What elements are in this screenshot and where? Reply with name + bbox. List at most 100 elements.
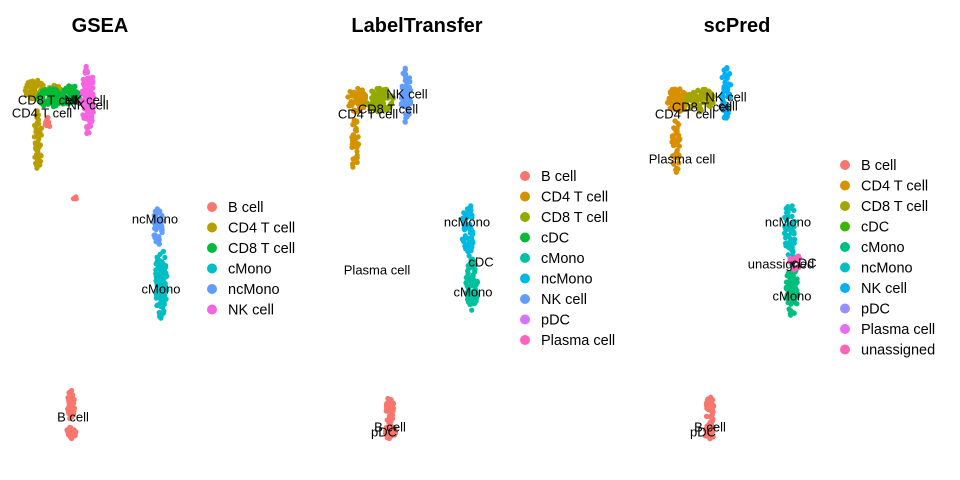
legend-item: ncMono	[840, 261, 913, 277]
scatter-point	[722, 104, 728, 111]
scatter-point	[70, 411, 77, 417]
scatter-point	[667, 96, 673, 102]
scatter-point	[474, 280, 480, 286]
scatter-point	[160, 301, 166, 307]
cluster-b-cell	[702, 394, 717, 442]
cluster-cd4-t-cell	[345, 85, 369, 170]
scatter-point	[66, 396, 72, 402]
cluster-label: unassigned	[748, 256, 815, 271]
scatter-point	[163, 296, 169, 302]
scatter-point	[473, 292, 479, 298]
scatter-point	[695, 88, 701, 94]
cluster-label: cDC	[468, 254, 493, 269]
cluster-label: Plasma cell	[649, 151, 716, 166]
cluster-unassigned	[787, 253, 802, 273]
scatter-point	[354, 97, 360, 103]
scatter-point	[676, 160, 682, 166]
points-layer	[22, 63, 170, 442]
legend-key	[840, 324, 850, 334]
cluster-label: ncMono	[132, 211, 178, 226]
scatter-point	[685, 93, 692, 99]
scatter-point	[389, 430, 395, 437]
cluster-label: pDC	[690, 424, 716, 439]
scatter-point	[462, 225, 468, 231]
legend-key	[840, 262, 850, 273]
legend-label: CD8 T cell	[861, 199, 928, 215]
scatter-point	[33, 141, 39, 147]
legend-key	[520, 232, 530, 243]
cluster-label: B cell	[694, 419, 726, 434]
legend-item: pDC	[520, 313, 570, 329]
legend-key	[520, 171, 530, 181]
scatter-point	[154, 258, 160, 264]
scatter-point	[90, 109, 96, 115]
scatter-point	[726, 81, 732, 87]
scatter-point	[353, 91, 359, 97]
scatter-point	[792, 285, 798, 291]
scatter-point	[468, 240, 475, 246]
scatter-point	[351, 119, 357, 126]
legend-item: CD8 T cell	[207, 241, 295, 257]
scatter-point	[791, 310, 797, 316]
scatter-point	[672, 95, 679, 101]
scatter-point	[709, 423, 715, 429]
scatter-point	[32, 154, 38, 160]
scatter-point	[791, 292, 797, 298]
scatter-point	[704, 405, 710, 411]
legend: B cell CD4 T cell CD8 T cell cMono ncMono NK …	[207, 200, 295, 319]
cluster-cd8-t-cell	[683, 86, 716, 115]
scatter-point	[55, 101, 62, 107]
legend-label: cMono	[228, 262, 272, 278]
cluster-nk-cell	[79, 63, 97, 136]
scatter-point	[70, 428, 76, 434]
cluster-nk-cell	[398, 65, 414, 125]
cluster-label: CD4 T cell	[655, 106, 715, 121]
legend-label: CD8 T cell	[541, 210, 608, 226]
scatter-point	[687, 103, 693, 110]
legend-item: NK cell	[840, 281, 907, 297]
scatter-point	[354, 148, 360, 154]
scatter-point	[356, 141, 362, 147]
scatter-point	[28, 85, 34, 91]
scatter-point	[163, 284, 169, 290]
scatter-point	[388, 101, 394, 107]
legend-item: CD8 T cell	[840, 199, 928, 215]
scatter-point	[384, 406, 390, 412]
cluster-cmono	[463, 256, 480, 313]
legend-label: cDC	[861, 220, 889, 236]
scatter-point	[38, 83, 45, 89]
legend-key	[840, 180, 850, 191]
scatter-point	[791, 259, 797, 265]
scatter-point	[156, 241, 162, 247]
legend-key	[520, 335, 530, 345]
scatter-point	[670, 160, 676, 166]
legend-item: B cell	[840, 158, 896, 174]
legend-key	[840, 242, 850, 252]
legend-item: cDC	[520, 231, 569, 247]
scatter-point	[465, 268, 471, 274]
scatter-point	[403, 87, 409, 94]
scatter-point	[693, 101, 699, 107]
scatter-point	[80, 81, 86, 87]
scatter-point	[366, 102, 372, 108]
scatter-point	[358, 97, 364, 103]
scatter-point	[405, 106, 411, 113]
legend-item: ncMono	[207, 282, 280, 298]
scatter-point	[63, 85, 69, 91]
legend-item: cMono	[840, 240, 905, 256]
cluster-label: NK cell	[705, 89, 746, 104]
scatter-point	[669, 139, 675, 145]
scatter-point	[160, 305, 166, 311]
scatter-point	[372, 103, 378, 110]
cluster-label: cDC	[791, 255, 816, 270]
legend-item: CD4 T cell	[207, 221, 295, 237]
cluster-label: CD8 T cell	[18, 92, 78, 107]
legend-key	[840, 201, 850, 211]
scatter-point	[469, 291, 475, 297]
scatter-point	[353, 125, 359, 132]
legend-key	[520, 273, 530, 284]
scatter-point	[700, 93, 707, 100]
cluster-ncmono	[151, 206, 165, 247]
scatter-point	[153, 235, 159, 241]
scatter-point	[672, 86, 678, 92]
